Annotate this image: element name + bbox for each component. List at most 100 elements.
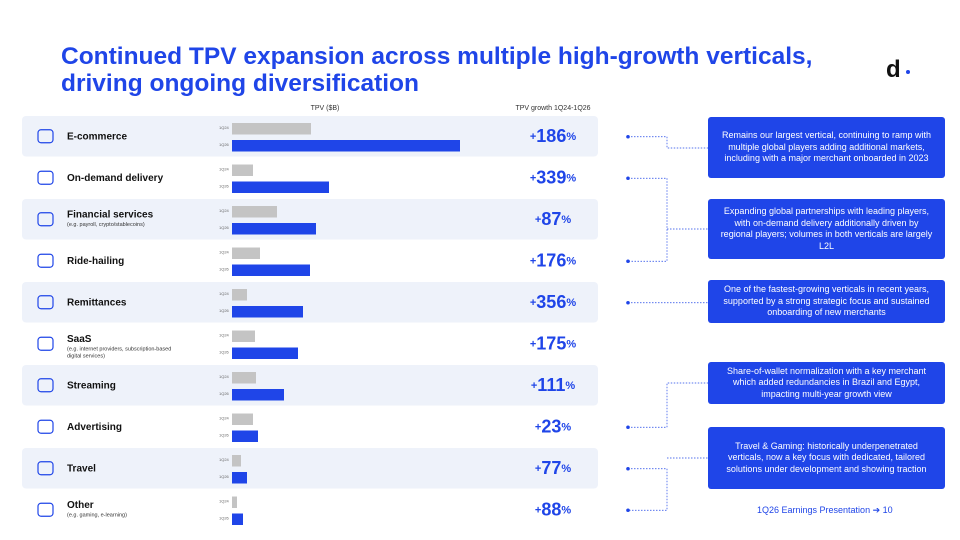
series-label: 1Q24: [219, 167, 230, 172]
bar: [232, 247, 260, 259]
growth-unit: %: [566, 172, 576, 184]
growth-sign: +: [535, 421, 541, 433]
footer: 1Q26 Earnings Presentation ➔ 10: [757, 505, 893, 515]
growth-number: 339: [536, 167, 566, 187]
growth-sign: +: [535, 504, 541, 516]
bar: [232, 140, 460, 152]
icon: [37, 212, 54, 227]
category-label: Advertising: [67, 422, 122, 433]
bar: [232, 223, 316, 235]
growth-unit: %: [566, 297, 576, 309]
category-note: (e.g. internet providers, subscription-b…: [67, 347, 173, 360]
row-background: [22, 448, 598, 489]
row-background: [22, 282, 598, 323]
category-label: Remittances: [67, 297, 127, 308]
bar: [232, 472, 247, 484]
growth-label: +186%: [530, 126, 576, 146]
growth-label: +111%: [531, 375, 575, 395]
slide-title: Continued TPV expansion across multiple …: [61, 43, 813, 97]
icon: [37, 378, 54, 393]
growth-number: 111: [537, 375, 565, 395]
growth-sign: +: [530, 338, 536, 350]
series-label: 1Q26: [219, 225, 230, 230]
growth-number: 88: [541, 499, 561, 519]
bar: [232, 455, 241, 467]
connector: [628, 177, 668, 262]
bar: [232, 206, 277, 218]
bar: [232, 430, 258, 442]
series-label: 1Q26: [219, 433, 230, 438]
callout: Remains our largest vertical, continuing…: [708, 117, 945, 178]
callout: Expanding global partnerships with leadi…: [708, 199, 945, 259]
note-line: (e.g. internet providers, subscription-b…: [67, 347, 173, 353]
growth-sign: +: [530, 131, 536, 143]
growth-label: +176%: [530, 250, 576, 270]
growth-label: +88%: [535, 499, 571, 519]
series-label: 1Q24: [219, 416, 230, 421]
bar: [232, 164, 253, 176]
icon: [37, 419, 54, 434]
series-label: 1Q26: [219, 350, 230, 355]
series-label: 1Q26: [219, 474, 230, 479]
note-line: digital services): [67, 354, 105, 360]
category-label: SaaS: [67, 334, 92, 345]
connector: [628, 136, 708, 149]
logo-dot: [906, 70, 910, 74]
growth-label: +356%: [530, 292, 576, 312]
bar: [232, 264, 310, 276]
callout: Travel & Gaming: historically underpenet…: [708, 427, 945, 489]
connector: [628, 382, 708, 428]
category-label: Other: [67, 500, 94, 511]
icon: [37, 295, 54, 310]
page-number: 10: [882, 505, 893, 515]
series-label: 1Q24: [219, 125, 230, 130]
growth-unit: %: [561, 504, 571, 516]
growth-label: +175%: [530, 333, 576, 353]
growth-unit: %: [566, 338, 576, 350]
category-label: Financial services: [67, 209, 154, 220]
connector-dot: [626, 508, 630, 513]
growth-sign: +: [535, 214, 541, 226]
series-label: 1Q26: [219, 308, 230, 313]
category-label: E-commerce: [67, 131, 127, 142]
bar: [232, 123, 311, 135]
series-label: 1Q24: [219, 208, 230, 213]
category-note: (e.g. gaming, e-learning): [67, 513, 127, 519]
growth-label: +77%: [535, 458, 571, 478]
growth-number: 356: [536, 292, 566, 312]
connector-dot: [626, 259, 630, 264]
row-background: [22, 365, 598, 406]
bar: [232, 289, 247, 301]
series-label: 1Q24: [219, 250, 230, 255]
series-label: 1Q26: [219, 142, 230, 147]
category-label: On-demand delivery: [67, 173, 164, 184]
series-label: 1Q24: [219, 457, 230, 462]
icon: [37, 502, 54, 517]
series-label: 1Q26: [219, 391, 230, 396]
series-label: 1Q24: [219, 291, 230, 296]
icon: [37, 170, 54, 185]
bar: [232, 372, 256, 384]
category-label: Travel: [67, 463, 96, 474]
series-label: 1Q26: [219, 267, 230, 272]
bar: [232, 306, 303, 318]
category-label: Streaming: [67, 380, 116, 391]
growth-sign: +: [530, 172, 536, 184]
growth-number: 186: [536, 126, 566, 146]
bar: [232, 181, 329, 193]
growth-number: 175: [536, 333, 566, 353]
logo: d: [886, 56, 901, 83]
bar: [232, 513, 243, 525]
icon: [37, 129, 54, 144]
bar: [232, 330, 255, 342]
growth-number: 23: [541, 416, 561, 436]
connector: [628, 468, 668, 511]
series-label: 1Q24: [219, 333, 230, 338]
growth-label: +23%: [535, 416, 571, 436]
growth-unit: %: [561, 421, 571, 433]
growth-sign: +: [531, 380, 537, 392]
growth-number: 87: [541, 209, 561, 229]
series-label: 1Q24: [219, 374, 230, 379]
growth-unit: %: [561, 463, 571, 475]
